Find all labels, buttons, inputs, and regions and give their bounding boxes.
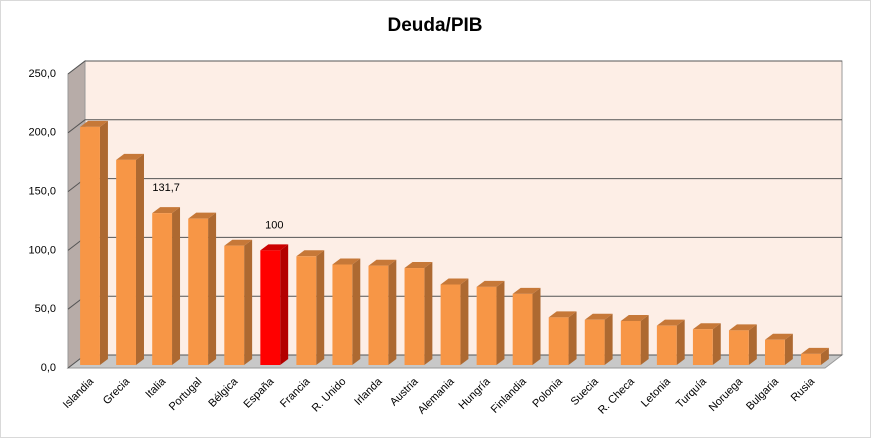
bar-face	[188, 218, 209, 365]
bar-face	[604, 313, 613, 365]
bar-face	[368, 259, 397, 266]
bar-face	[476, 286, 497, 365]
bar-face	[476, 280, 505, 287]
bar-face	[99, 120, 108, 365]
bar-face	[116, 153, 144, 160]
bar-face	[460, 278, 469, 365]
bar-face	[316, 250, 325, 365]
bar-face	[440, 278, 469, 285]
bar	[512, 287, 541, 365]
bar-face	[765, 333, 793, 340]
chart-title: Deuda/PIB	[387, 15, 482, 36]
bar	[332, 258, 361, 365]
data-label: 131,7	[152, 182, 180, 194]
bar-face	[332, 264, 353, 365]
bar-face	[135, 153, 144, 365]
bar	[728, 324, 757, 365]
bar-face	[765, 339, 785, 365]
bar-face	[296, 250, 325, 257]
bar	[224, 239, 253, 365]
bar-face	[801, 353, 821, 365]
bar-face	[620, 320, 641, 365]
bar-face	[712, 323, 721, 365]
bar-face	[152, 207, 181, 214]
bar-face	[244, 239, 253, 365]
bar-face	[820, 347, 829, 365]
bar-face	[208, 212, 217, 365]
bar-face	[352, 258, 361, 365]
bar-face	[676, 319, 685, 365]
bar-face	[692, 329, 713, 365]
bar-face	[404, 268, 425, 365]
bar	[548, 311, 577, 365]
bar	[692, 323, 721, 365]
y-tick-label: 250,0	[28, 68, 56, 80]
bar	[404, 262, 433, 365]
bar-face	[172, 207, 181, 365]
bar-face	[496, 280, 505, 365]
bar-face	[620, 314, 649, 321]
bar-face	[260, 250, 281, 365]
y-tick-label: 150,0	[28, 186, 56, 198]
bar-face	[404, 262, 433, 269]
data-label: 100	[265, 219, 283, 231]
bar-face	[532, 287, 541, 365]
bar-face	[548, 311, 577, 318]
bar	[80, 120, 108, 365]
bar	[152, 207, 181, 365]
bar-face	[584, 319, 605, 365]
bar-face	[784, 333, 793, 365]
grid-line	[67, 119, 842, 134]
bar	[296, 250, 325, 365]
bar-face	[332, 258, 361, 265]
bar-face	[80, 126, 100, 365]
y-tick-label: 200,0	[28, 127, 56, 139]
bar-face	[260, 244, 289, 251]
bar	[656, 319, 685, 365]
bar-face	[548, 317, 569, 365]
bar	[440, 278, 469, 365]
bar-face	[748, 324, 757, 365]
bar-face	[116, 159, 136, 365]
grid-line	[67, 60, 842, 75]
bar-face	[440, 284, 461, 365]
bar-face	[656, 325, 677, 365]
bar-face	[568, 311, 577, 365]
bar	[476, 280, 505, 365]
bar	[620, 314, 649, 365]
bar-face	[224, 239, 253, 246]
bar-face	[224, 245, 245, 365]
bar-face	[368, 265, 389, 365]
bar-face	[280, 244, 289, 365]
bar-face	[640, 314, 649, 365]
y-tick-label: 100,0	[28, 244, 56, 256]
y-tick-label: 0,0	[41, 362, 56, 374]
bar-face	[512, 293, 533, 365]
bar-face	[424, 262, 433, 365]
bar-face	[152, 213, 173, 365]
bar-face	[692, 323, 721, 330]
bar	[584, 313, 613, 365]
bar-face	[656, 319, 685, 326]
bar	[368, 259, 397, 365]
bar-face	[388, 259, 397, 365]
bar-face	[80, 120, 108, 127]
bar-face	[728, 330, 749, 365]
bar-face	[296, 256, 317, 365]
bar-face	[801, 347, 829, 354]
bar	[801, 347, 829, 365]
bar	[260, 244, 289, 365]
y-tick-label: 50,0	[35, 303, 56, 315]
bar-face	[584, 313, 613, 320]
bar	[765, 333, 793, 365]
bar-face	[188, 212, 217, 219]
bar-face	[728, 324, 757, 331]
bar	[188, 212, 217, 365]
bar	[116, 153, 144, 365]
bar-face	[512, 287, 541, 294]
